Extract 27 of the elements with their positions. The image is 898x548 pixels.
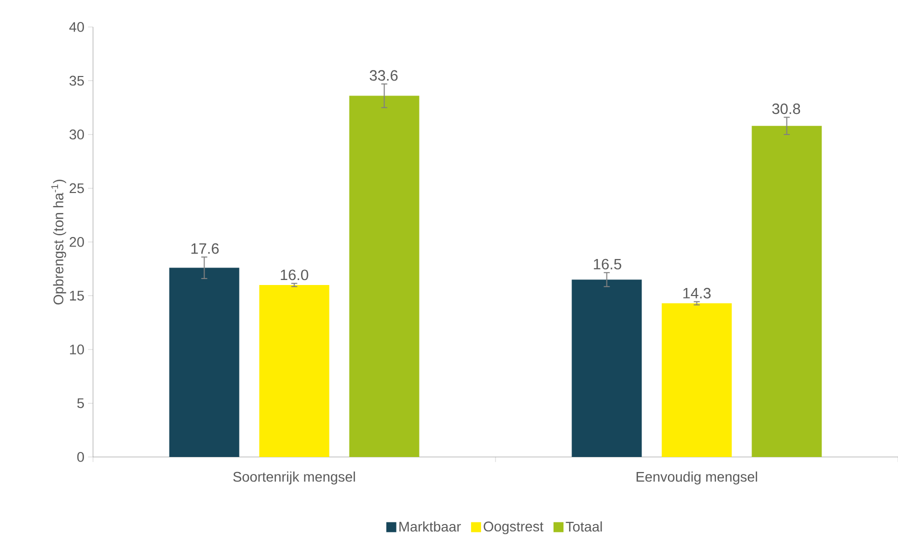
data-label: 33.6: [370, 70, 398, 81]
y-axis-title: Opbrengst (ton ha$^{-1}$): [51, 180, 66, 304]
y-tick-label: 15: [70, 290, 84, 301]
bar: [169, 268, 240, 457]
bar: [259, 284, 330, 457]
y-tick-label: 10: [70, 344, 84, 354]
bar: [662, 303, 732, 457]
y-tick-label: 30: [70, 130, 84, 140]
legend-label: Marktbaar: [399, 521, 461, 532]
y-tick-label: 0: [77, 452, 84, 462]
y-tick-label: 40: [69, 22, 84, 32]
x-tick-label: Soortenrijk mengsel: [233, 472, 355, 485]
legend-label: Totaal: [566, 521, 602, 532]
y-tick-label: 5: [77, 398, 84, 408]
data-label: 14.3: [683, 288, 711, 298]
legend-label: Oogstrest: [484, 522, 544, 534]
data-label: 30.8: [772, 104, 800, 114]
data-label: 16.0: [280, 270, 308, 280]
bar: [349, 96, 420, 457]
bar: [752, 126, 822, 457]
y-tick-label: 20: [70, 237, 84, 247]
y-tick-label: 25: [70, 183, 84, 194]
data-label: 17.6: [191, 243, 219, 254]
data-label: 16.5: [594, 258, 622, 270]
y-tick-label: 35: [70, 76, 84, 86]
x-tick-label: Eenvoudig mengsel: [636, 472, 758, 485]
bar: [572, 280, 642, 457]
